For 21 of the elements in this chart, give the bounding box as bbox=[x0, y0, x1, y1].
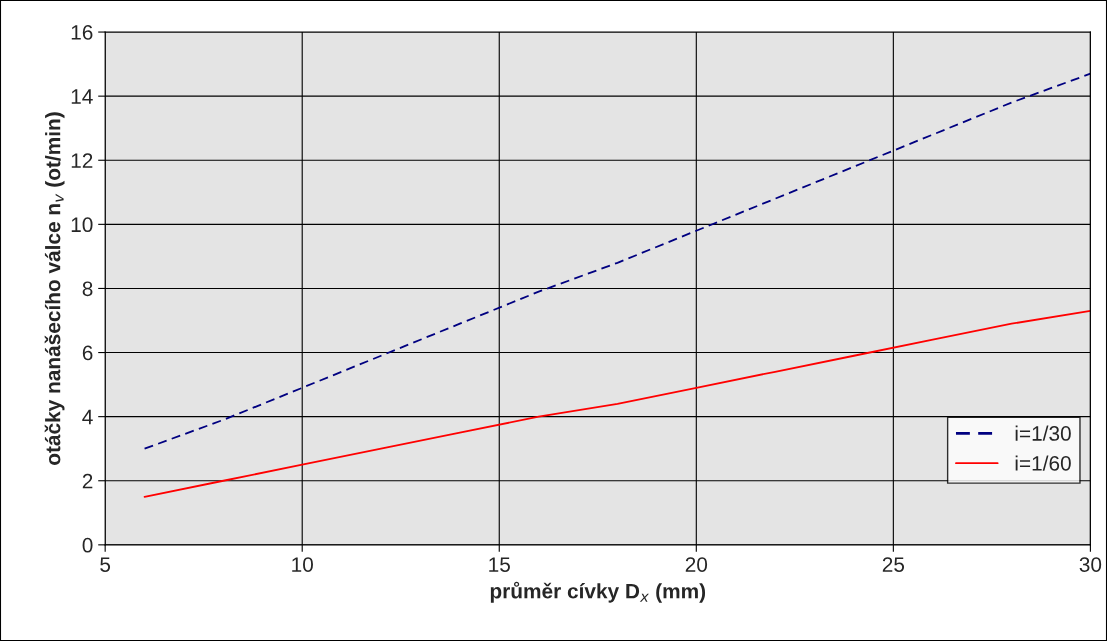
y-tick-label: 2 bbox=[82, 473, 93, 489]
x-tick-label: 5 bbox=[100, 557, 111, 572]
y-tick-label: 14 bbox=[71, 89, 93, 104]
y-tick-label: 4 bbox=[82, 409, 93, 425]
x-tick-label: 30 bbox=[1079, 557, 1102, 572]
x-tick-label: 20 bbox=[685, 557, 708, 572]
y-tick-label: 8 bbox=[82, 281, 93, 297]
y-tick-label: 10 bbox=[71, 217, 93, 233]
x-axis-title: průměr cívky D$_{x}$ (mm) bbox=[490, 581, 706, 603]
y-tick-label: 12 bbox=[71, 153, 93, 168]
line-series bbox=[143, 72, 1091, 450]
legend-label: i=1/30 bbox=[1015, 425, 1071, 441]
x-tick-label: 10 bbox=[292, 557, 313, 572]
y-axis-title: otáčky nanášecího válce n$_{v}$ (ot/min) bbox=[44, 112, 65, 465]
y-tick-label: 0 bbox=[82, 537, 93, 553]
legend-label: i=1/60 bbox=[1015, 455, 1071, 471]
y-tick-label: 16 bbox=[71, 25, 93, 40]
line-series bbox=[143, 309, 1091, 498]
y-tick-label: 6 bbox=[82, 345, 93, 361]
x-tick-label: 25 bbox=[882, 557, 905, 572]
x-tick-label: 15 bbox=[489, 557, 510, 572]
